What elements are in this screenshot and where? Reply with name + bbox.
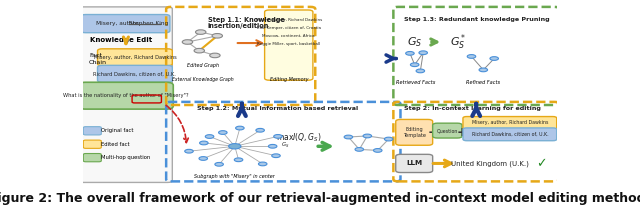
FancyBboxPatch shape	[97, 65, 172, 82]
Circle shape	[410, 63, 419, 67]
Circle shape	[194, 48, 205, 53]
Text: Ellie Kemper, citizen of, Croatia: Ellie Kemper, citizen of, Croatia	[257, 26, 321, 30]
Text: Stephen King: Stephen King	[129, 21, 168, 26]
Text: Misery, author, Richard Dawkins: Misery, author, Richard Dawkins	[93, 55, 176, 60]
FancyBboxPatch shape	[79, 7, 172, 182]
FancyBboxPatch shape	[83, 140, 101, 148]
FancyBboxPatch shape	[264, 10, 313, 80]
Circle shape	[268, 144, 277, 148]
Text: Knowledge Edit: Knowledge Edit	[90, 37, 153, 43]
Text: Question: Question	[436, 128, 458, 133]
Circle shape	[256, 128, 264, 132]
Circle shape	[363, 134, 372, 138]
Text: Step 1.1: Knowledge: Step 1.1: Knowledge	[208, 17, 285, 23]
Circle shape	[274, 135, 282, 138]
Text: Editing Memory: Editing Memory	[269, 77, 308, 82]
Circle shape	[385, 137, 393, 141]
FancyBboxPatch shape	[79, 82, 173, 109]
FancyBboxPatch shape	[463, 128, 557, 141]
Circle shape	[236, 126, 244, 130]
Text: Step 1.3: Redundant knowledge Pruning: Step 1.3: Redundant knowledge Pruning	[404, 17, 550, 22]
Text: Subgraph with "Misery" in center: Subgraph with "Misery" in center	[195, 174, 275, 179]
Text: Misery, author,: Misery, author,	[96, 21, 142, 26]
Circle shape	[272, 154, 280, 158]
Circle shape	[219, 131, 227, 134]
Text: ✓: ✓	[536, 157, 547, 170]
FancyBboxPatch shape	[433, 123, 462, 138]
Circle shape	[195, 30, 206, 34]
Text: Moscow, continent, Africa: Moscow, continent, Africa	[262, 34, 315, 38]
Text: Reggie Miller, sport, basketball: Reggie Miller, sport, basketball	[257, 42, 321, 46]
Circle shape	[406, 52, 414, 55]
Text: Editing
Template: Editing Template	[403, 127, 426, 138]
Text: Misery, author, Richard Dawkins: Misery, author, Richard Dawkins	[255, 18, 322, 22]
Circle shape	[467, 54, 476, 58]
Text: Fact: Fact	[89, 53, 102, 58]
Text: Richard Dawkins, citizen of, U.K.: Richard Dawkins, citizen of, U.K.	[472, 132, 548, 137]
FancyBboxPatch shape	[463, 116, 557, 129]
FancyBboxPatch shape	[396, 119, 433, 145]
Circle shape	[259, 162, 267, 166]
Text: Edited fact: Edited fact	[101, 142, 130, 147]
Text: Richard Dawkins, citizen of, U.K.: Richard Dawkins, citizen of, U.K.	[93, 71, 177, 76]
Text: Retrieved Facts: Retrieved Facts	[396, 80, 436, 85]
Text: Chain: Chain	[89, 60, 107, 65]
FancyBboxPatch shape	[81, 15, 170, 33]
Circle shape	[234, 158, 243, 162]
Text: Step 2: In-context learning for editing: Step 2: In-context learning for editing	[404, 106, 541, 111]
FancyBboxPatch shape	[97, 49, 172, 66]
Circle shape	[199, 157, 207, 160]
Text: Step 1.2: Mutual Information based retrieval: Step 1.2: Mutual Information based retri…	[197, 106, 358, 111]
Text: Misery, author, Richard Dawkins: Misery, author, Richard Dawkins	[472, 120, 548, 125]
Circle shape	[210, 53, 220, 58]
Text: Original fact: Original fact	[101, 128, 134, 133]
Circle shape	[185, 149, 193, 153]
Text: United Kingdom (U.K.): United Kingdom (U.K.)	[451, 160, 529, 167]
Text: insertion/edition: insertion/edition	[208, 23, 269, 29]
Circle shape	[374, 149, 382, 152]
Text: Multi-hop question: Multi-hop question	[101, 155, 150, 160]
Circle shape	[215, 162, 223, 166]
Circle shape	[200, 141, 208, 145]
Circle shape	[479, 68, 488, 72]
Text: External Knowledge Graph: External Knowledge Graph	[172, 77, 234, 82]
Text: What is the nationality of the author of "Misery"?: What is the nationality of the author of…	[63, 93, 189, 98]
FancyBboxPatch shape	[396, 154, 433, 172]
Text: $G_S$: $G_S$	[407, 35, 422, 49]
Text: +: +	[428, 126, 438, 139]
Text: $\max_{G_S} I(Q, G_S)$: $\max_{G_S} I(Q, G_S)$	[276, 132, 321, 150]
Circle shape	[205, 135, 214, 138]
Circle shape	[344, 135, 353, 139]
Circle shape	[182, 40, 193, 44]
Text: Edited Graph: Edited Graph	[186, 63, 219, 68]
Circle shape	[416, 69, 424, 73]
Circle shape	[355, 147, 364, 151]
Circle shape	[490, 57, 499, 60]
Text: $G_S^*$: $G_S^*$	[450, 32, 467, 52]
Circle shape	[419, 51, 428, 54]
Circle shape	[212, 33, 223, 38]
Circle shape	[228, 144, 241, 149]
Text: Figure 2: The overall framework of our retrieval-augmented in-context model edit: Figure 2: The overall framework of our r…	[0, 192, 640, 206]
FancyBboxPatch shape	[83, 154, 101, 162]
Text: +: +	[457, 126, 467, 139]
Text: LLM: LLM	[406, 160, 422, 166]
Text: Refined Facts: Refined Facts	[467, 80, 500, 85]
FancyBboxPatch shape	[83, 127, 101, 135]
